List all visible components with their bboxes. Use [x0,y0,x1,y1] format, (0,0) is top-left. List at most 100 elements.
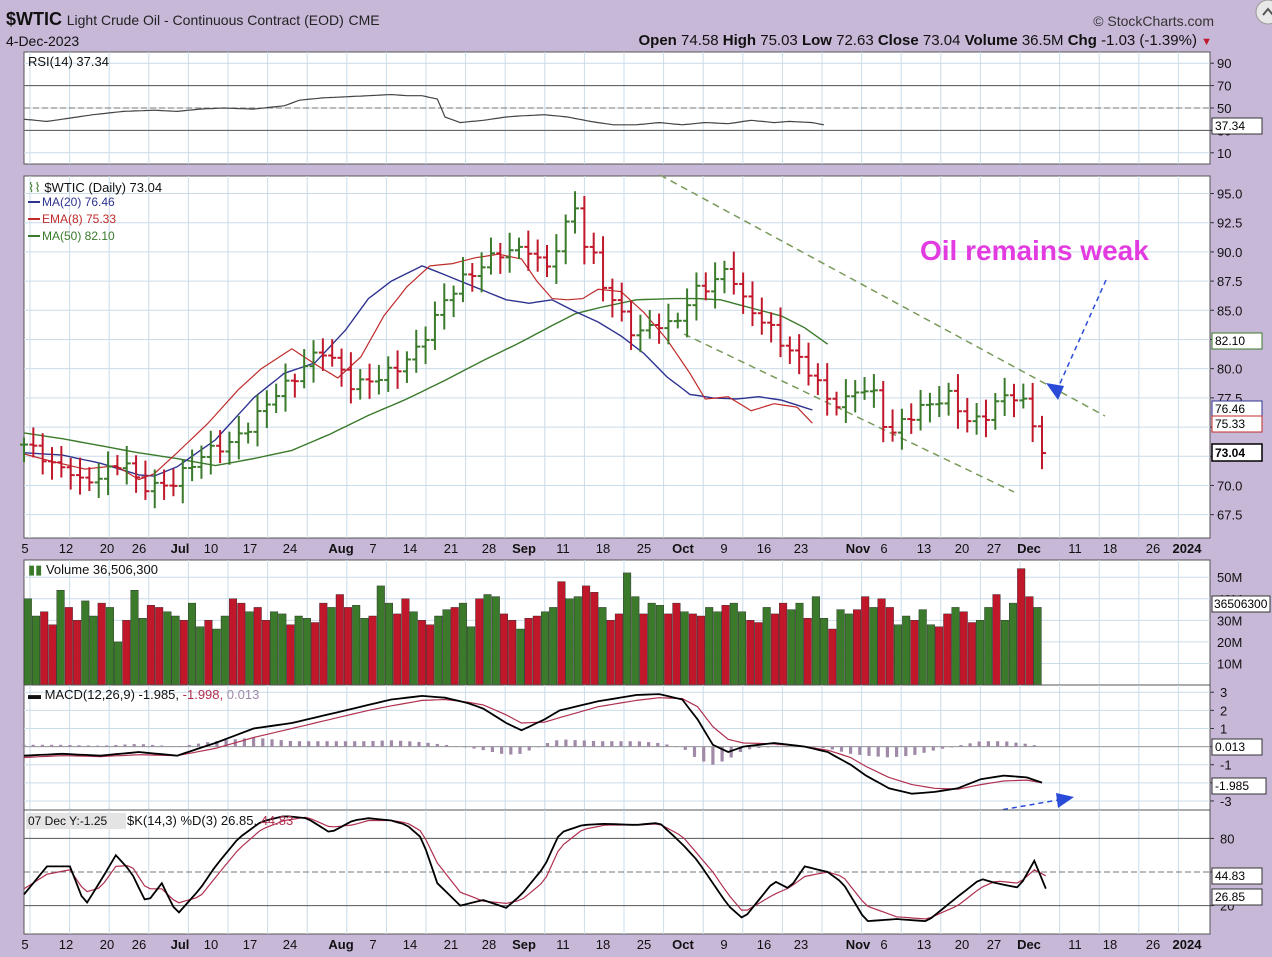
x-axis-label: 10 [204,541,218,556]
volume-bar [631,596,640,686]
macd-hist-bar [169,746,173,747]
candle [1028,382,1037,443]
volume-bar [541,611,550,686]
scroll-up-button[interactable] [1252,0,1272,30]
candle [552,234,561,284]
x-axis-label: 21 [444,541,458,556]
volume-bar [672,602,681,686]
chart-title: $WTIC Light Crude Oil - Continuous Contr… [6,9,380,30]
volume-bar [1033,607,1042,686]
x-axis-label: 26 [1146,541,1160,556]
candle [356,369,365,400]
x-axis-label: 23 [794,541,808,556]
candle [393,350,402,389]
volume-bar [294,615,303,686]
volume-bar [335,594,344,686]
volume-bar [697,615,706,686]
macd-hist-bar [729,746,733,758]
volume-bar [155,607,164,686]
macd-hist-bar [610,741,614,747]
x-axis-label: 11 [1068,541,1082,556]
candle [916,389,925,431]
candle [66,458,75,490]
price-panel: 95.092.590.087.585.082.580.077.575.072.5… [20,174,1263,539]
x-axis-label: 16 [757,541,771,556]
volume-bar [582,585,591,686]
x-axis-label: 26 [1146,937,1160,952]
stoch-k-line [23,815,1047,923]
macd-hist-bar [748,746,752,750]
macd-hist-bar [334,741,338,747]
macd-hist-bar [720,746,724,762]
volume-bar [105,607,114,686]
macd-hist-bar [1005,741,1009,747]
volume-bar [861,596,870,686]
stoch-k-label: $K(14,3) %D(3) 26.85, [127,813,257,828]
volume-bar [220,615,229,686]
candle [888,409,897,442]
price-title-text: $WTIC (Daily) 73.04 [44,180,162,195]
x-axis-label: 20 [100,541,114,556]
volume-label: Volume [964,32,1018,49]
candle [795,334,804,375]
x-axis-label: 18 [596,937,610,952]
macd-hist-bar [454,746,458,747]
volume-bar [598,607,607,686]
macd-hist-bar [628,741,632,747]
macd-hist-bar [591,740,596,747]
candle [571,191,580,234]
candle [879,381,888,443]
volume-bar [992,594,1001,686]
volume-bar [590,592,599,686]
x-axis-label: 25 [637,541,651,556]
x-axis-label: 17 [243,541,257,556]
candle [636,314,645,353]
volume-panel: 50M40M30M20M10M ▮▮ Volume 36,506,300 365… [23,559,1271,686]
x-axis-label: 14 [403,937,417,952]
macd-label: MACD(12,26,9) -1.985, [45,687,179,702]
x-axis-label: 20 [100,937,114,952]
x-axis-label: 27 [987,937,1001,952]
macd-hist-bar [490,746,494,752]
ema8-tag-box [1211,415,1263,433]
macd-hist-bar [692,746,697,757]
x-axis-label: 13 [917,937,931,952]
volume-bar [138,618,147,686]
x-axis-label: 12 [59,541,73,556]
macd-hist-bar [968,743,972,747]
stoch-grid [24,810,1210,934]
candle [851,380,860,413]
volume-bar [278,613,287,686]
candle [785,336,794,364]
volume-bar [910,620,919,686]
macd-hist-bar [757,746,761,748]
candle [533,239,542,272]
macd-hist-bar [1032,745,1036,747]
low-value: 72.63 [836,32,874,49]
candle [440,283,449,330]
macd-hist-bar [279,740,283,747]
macd-hist-bar [885,746,889,758]
volume-bar [705,607,714,686]
ema8-legend: EMA(8) 75.33 [42,212,116,226]
candle [486,237,495,275]
macd-hist-bar [22,744,26,747]
macd-hist-bar [876,746,880,757]
x-axis-label: 17 [243,937,257,952]
volume-bar [959,611,968,686]
volume-bar [549,607,558,686]
x-axis-label: 28 [482,541,496,556]
volume-bar [196,626,205,686]
x-axis-label: 5 [21,541,28,556]
x-axis-label: 13 [917,541,931,556]
high-label: High [722,32,757,49]
macd-signal-label: -1.998, [183,687,223,702]
volume-bar [32,615,41,686]
volume-bar [820,618,829,686]
candle [300,349,309,389]
candle [309,340,318,383]
macd-tag-macd-box [1211,777,1267,795]
volume-bar [787,609,796,686]
candle [85,467,94,492]
candle [178,459,187,504]
